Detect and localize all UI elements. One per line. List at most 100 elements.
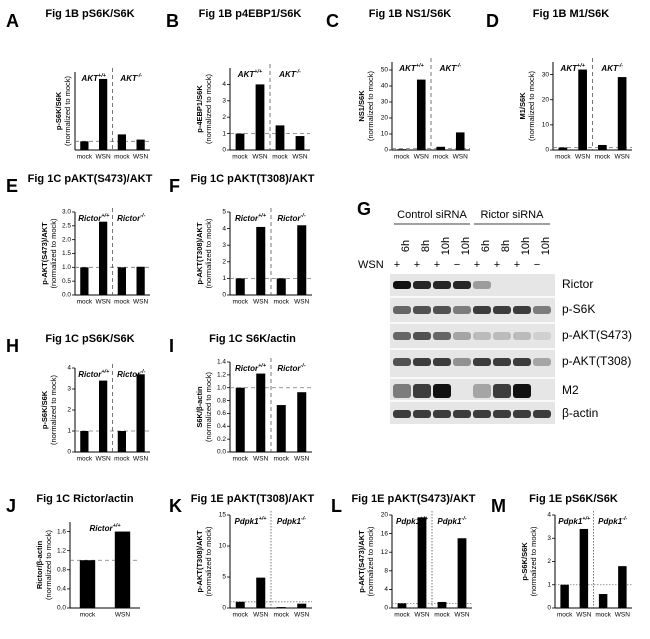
y-axis-label: NS1/S6K bbox=[357, 90, 366, 122]
lane-time: 8h bbox=[500, 240, 512, 252]
blot-band bbox=[413, 384, 431, 398]
y-axis-label: (normalized to mock) bbox=[44, 529, 53, 600]
blot-band bbox=[493, 410, 511, 418]
lane-sign: + bbox=[434, 259, 440, 271]
y-axis-label: p-AKT(S473)/AKT bbox=[40, 222, 49, 285]
bar bbox=[618, 566, 627, 608]
blot-band bbox=[453, 358, 471, 366]
blot-band bbox=[393, 332, 411, 340]
y-tick-label: 5 bbox=[222, 574, 226, 581]
group-genotype: -/- bbox=[622, 516, 627, 522]
x-tick-label: mock bbox=[394, 154, 410, 161]
blot-band bbox=[433, 332, 451, 340]
bar bbox=[256, 373, 266, 452]
y-tick-label: 4 bbox=[67, 365, 71, 372]
blot-band bbox=[413, 358, 431, 366]
panel-letter: G bbox=[357, 199, 371, 219]
panel-letter: C bbox=[326, 11, 339, 31]
group-genotype: +/+ bbox=[577, 63, 586, 69]
x-tick-label: WSN bbox=[96, 299, 111, 306]
group-name: AKT bbox=[119, 74, 138, 83]
blot-band bbox=[453, 306, 471, 314]
blot-row-label: p-AKT(S473) bbox=[562, 328, 632, 342]
group-genotype: +/+ bbox=[98, 73, 107, 79]
y-tick-label: 1.5 bbox=[62, 250, 71, 257]
y-tick-label: 15 bbox=[219, 512, 227, 519]
y-tick-label: 2.0 bbox=[62, 236, 71, 243]
y-axis-label: (normalized to mock) bbox=[527, 70, 536, 141]
blot-band bbox=[493, 358, 511, 366]
x-tick-label: mock bbox=[272, 154, 288, 161]
lane-sign: + bbox=[394, 259, 400, 271]
panel-letter: B bbox=[166, 11, 179, 31]
group-name: Pdpk1 bbox=[277, 517, 302, 526]
bar bbox=[79, 560, 96, 608]
group-name: AKT bbox=[398, 64, 417, 73]
panel-letter: D bbox=[486, 11, 499, 31]
x-tick-label: mock bbox=[273, 612, 289, 619]
chart-title: Fig 1C pS6K/S6K bbox=[45, 333, 134, 345]
blot-band bbox=[413, 332, 431, 340]
blot-band bbox=[453, 332, 471, 340]
panel-letter: J bbox=[6, 496, 16, 516]
chart-title: Fig 1E pAKT(T308)/AKT bbox=[191, 493, 315, 505]
y-tick-label: 0.0 bbox=[217, 449, 226, 456]
y-tick-label: 40 bbox=[381, 83, 389, 90]
group-label: Pdpk1+/+ bbox=[558, 516, 591, 526]
group-genotype: -/- bbox=[137, 73, 142, 79]
group-name: AKT bbox=[237, 70, 256, 79]
x-tick-label: WSN bbox=[133, 154, 148, 161]
y-axis-label: Rictor/β-actin bbox=[35, 540, 44, 589]
y-tick-label: 2 bbox=[547, 558, 551, 565]
bar bbox=[560, 584, 569, 608]
blot-band bbox=[433, 410, 451, 418]
y-tick-label: 1 bbox=[222, 130, 226, 137]
y-tick-label: 4 bbox=[384, 586, 388, 593]
bar bbox=[297, 603, 307, 608]
lane-time: 6h bbox=[480, 240, 492, 252]
group-name: Rictor bbox=[277, 214, 301, 223]
y-tick-label: 3 bbox=[222, 98, 226, 105]
lane-sign: + bbox=[514, 259, 520, 271]
y-tick-label: 0 bbox=[545, 147, 549, 154]
x-tick-label: WSN bbox=[115, 612, 130, 619]
group-name: Pdpk1 bbox=[396, 517, 421, 526]
y-tick-label: 1.2 bbox=[217, 372, 226, 379]
blot-band bbox=[533, 332, 551, 340]
y-tick-label: 0 bbox=[222, 605, 226, 612]
bar bbox=[598, 594, 608, 608]
bar bbox=[99, 221, 108, 295]
bar bbox=[437, 601, 447, 608]
blot-band bbox=[433, 306, 451, 314]
group-label: AKT-/- bbox=[278, 69, 301, 79]
group-genotype: -/- bbox=[461, 516, 466, 522]
blot-band bbox=[513, 410, 531, 418]
blot-band bbox=[533, 358, 551, 366]
panel-letter: A bbox=[6, 11, 19, 31]
blot-row-label: β-actin bbox=[562, 406, 598, 420]
y-tick-label: 0.4 bbox=[57, 586, 66, 593]
bar bbox=[99, 380, 108, 452]
bar bbox=[579, 528, 589, 608]
panel-letter: L bbox=[331, 496, 342, 516]
chart-title: Fig 1E pS6K/S6K bbox=[529, 493, 618, 505]
group-name: Rictor bbox=[78, 370, 102, 379]
y-tick-label: 0 bbox=[67, 449, 71, 456]
y-tick-label: 4 bbox=[222, 225, 226, 232]
y-tick-label: 2 bbox=[67, 407, 71, 414]
group-name: Rictor bbox=[117, 214, 141, 223]
group-genotype: +/+ bbox=[254, 69, 263, 75]
blot-row-label: Rictor bbox=[562, 277, 593, 291]
bar bbox=[417, 517, 427, 608]
bar bbox=[397, 603, 407, 608]
y-axis-label: p-AKT(T308)/AKT bbox=[195, 530, 204, 592]
blot-band bbox=[413, 306, 431, 314]
x-tick-label: mock bbox=[232, 299, 248, 306]
bar bbox=[80, 141, 89, 150]
group-label: Rictor-/- bbox=[277, 363, 305, 373]
y-tick-label: 8 bbox=[384, 568, 388, 575]
y-axis-label: (normalized to mock) bbox=[49, 218, 58, 289]
group-name: Rictor bbox=[89, 524, 113, 533]
y-tick-label: 10 bbox=[381, 131, 389, 138]
blot-band bbox=[533, 306, 551, 314]
